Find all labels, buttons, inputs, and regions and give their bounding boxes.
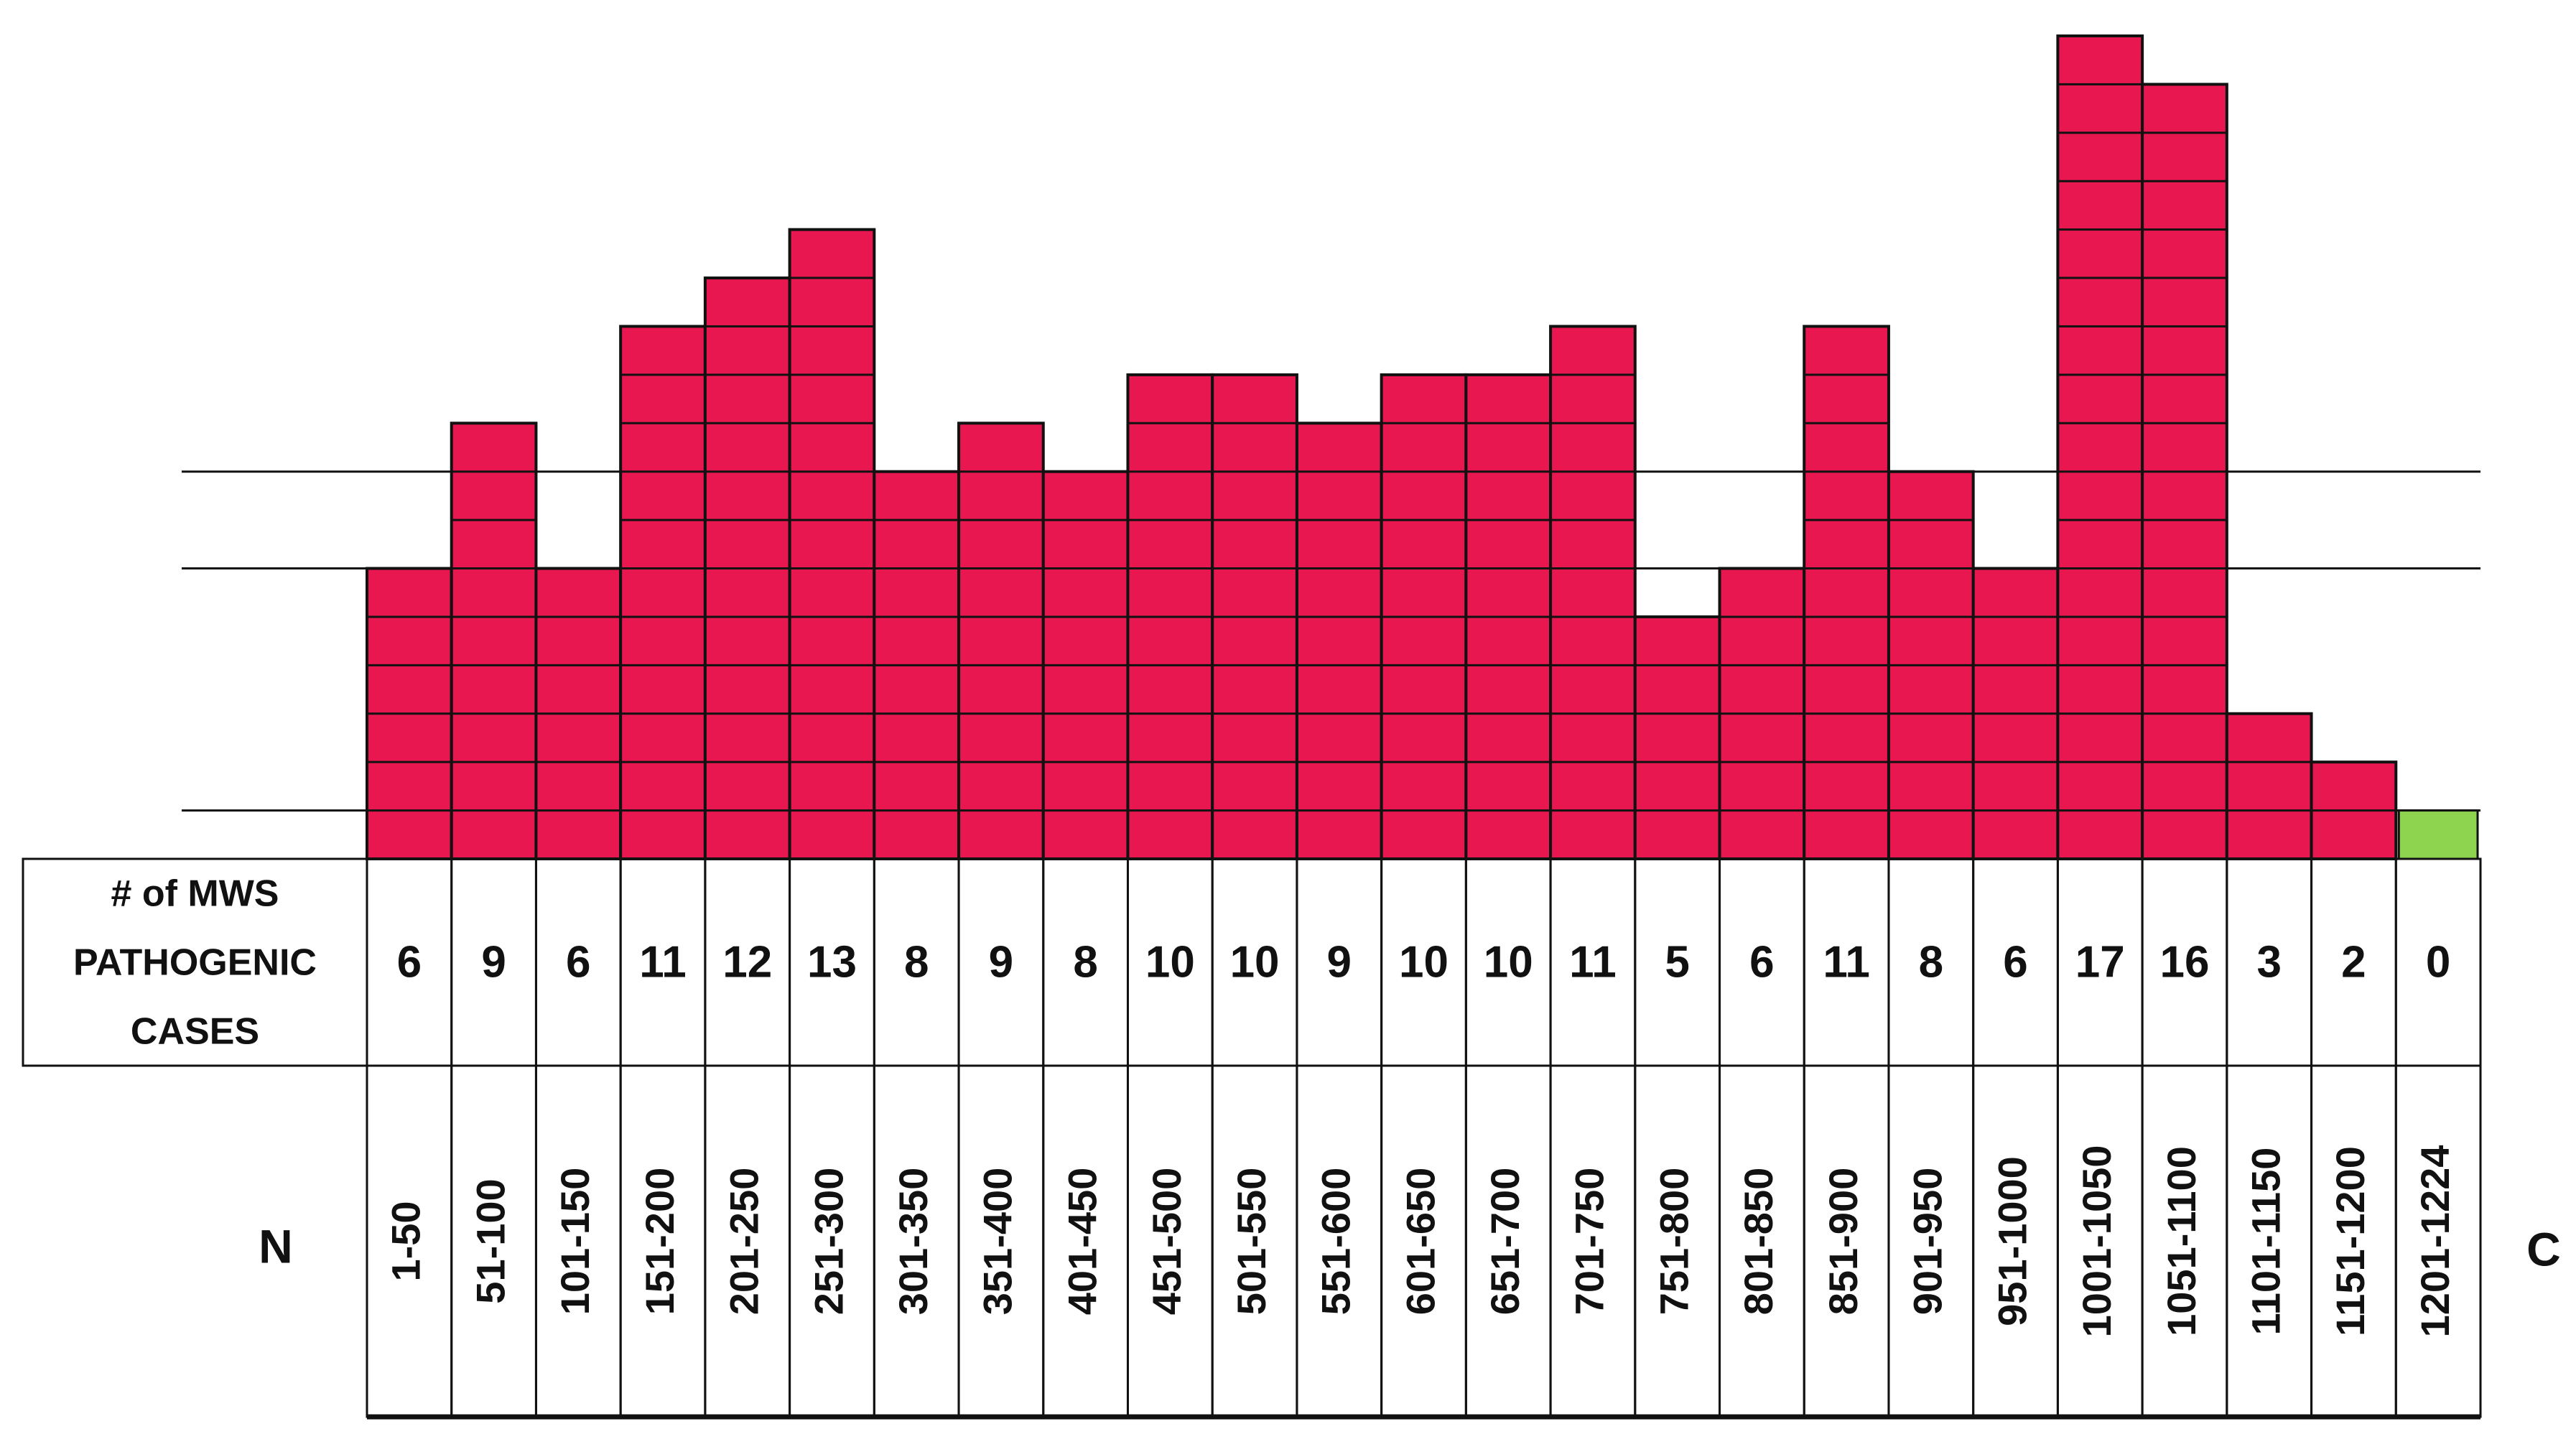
range-label: 751-800 <box>1651 1168 1696 1316</box>
value-label: 9 <box>1327 937 1352 987</box>
value-label: 8 <box>904 937 929 987</box>
value-label: 8 <box>1073 937 1097 987</box>
value-label: 2 <box>2341 937 2366 987</box>
value-label: 3 <box>2256 937 2281 987</box>
range-label: 701-750 <box>1567 1168 1612 1316</box>
value-label: 11 <box>1823 937 1870 987</box>
range-label: 101-150 <box>552 1168 597 1316</box>
value-label: 10 <box>1230 937 1280 987</box>
range-label: 651-700 <box>1482 1168 1528 1316</box>
row-header: # of MWS <box>111 873 279 915</box>
row-header-cell <box>22 857 368 1067</box>
row-header: CASES <box>131 1011 259 1053</box>
bar <box>957 422 1045 860</box>
value-label: 11 <box>1569 937 1617 987</box>
row-header: PATHOGENIC <box>73 942 317 984</box>
value-label: 5 <box>1665 937 1689 987</box>
range-label: 401-450 <box>1059 1168 1105 1316</box>
range-label: 601-650 <box>1398 1168 1443 1316</box>
bar <box>1549 325 1637 860</box>
value-label: 8 <box>1919 937 1943 987</box>
bar <box>2056 34 2144 860</box>
bar <box>619 325 707 860</box>
range-label: 1051-1100 <box>2159 1146 2204 1336</box>
range-label: 501-550 <box>1229 1168 1274 1316</box>
range-label: 201-250 <box>722 1168 767 1316</box>
value-label: 6 <box>1749 937 1774 987</box>
range-label: 351-400 <box>975 1168 1020 1316</box>
range-label: 301-350 <box>891 1168 936 1316</box>
value-label: 16 <box>2159 937 2209 987</box>
end-label: C <box>2526 1222 2561 1275</box>
value-label: 6 <box>2003 937 2027 987</box>
range-label: 801-850 <box>1736 1168 1781 1316</box>
value-label: 9 <box>989 937 1013 987</box>
range-label: 1101-1150 <box>2243 1148 2288 1336</box>
bar <box>1803 325 1890 860</box>
range-label: 951-1000 <box>1989 1156 2035 1326</box>
value-label: 17 <box>2075 937 2125 987</box>
bar <box>1633 615 1721 860</box>
range-label: 451-500 <box>1144 1168 1189 1316</box>
bar <box>1295 422 1383 860</box>
value-label: 12 <box>722 937 772 987</box>
value-label: 6 <box>566 937 590 987</box>
range-label: 1201-1224 <box>2412 1145 2458 1338</box>
range-label: 1-50 <box>383 1201 429 1281</box>
value-label: 10 <box>1484 937 1533 987</box>
value-label: 10 <box>1145 937 1195 987</box>
range-label: 251-300 <box>806 1168 851 1316</box>
range-label: 51-100 <box>468 1178 513 1303</box>
value-label: 6 <box>397 937 422 987</box>
value-label: 10 <box>1399 937 1449 987</box>
start-label: N <box>259 1219 293 1272</box>
bar <box>2225 712 2313 860</box>
range-label: 1151-1200 <box>2328 1146 2373 1336</box>
bar <box>788 228 876 861</box>
range-label: 551-600 <box>1313 1168 1359 1316</box>
range-label: 1001-1050 <box>2074 1145 2119 1338</box>
value-label: 9 <box>481 937 506 987</box>
value-label: 0 <box>2426 937 2450 987</box>
zero-block <box>2397 809 2479 860</box>
range-label: 151-200 <box>637 1168 682 1316</box>
range-label: 901-950 <box>1905 1168 1950 1316</box>
value-label: 11 <box>639 937 687 987</box>
bar <box>450 422 538 860</box>
range-label: 851-900 <box>1821 1168 1866 1316</box>
value-label: 13 <box>807 937 857 987</box>
